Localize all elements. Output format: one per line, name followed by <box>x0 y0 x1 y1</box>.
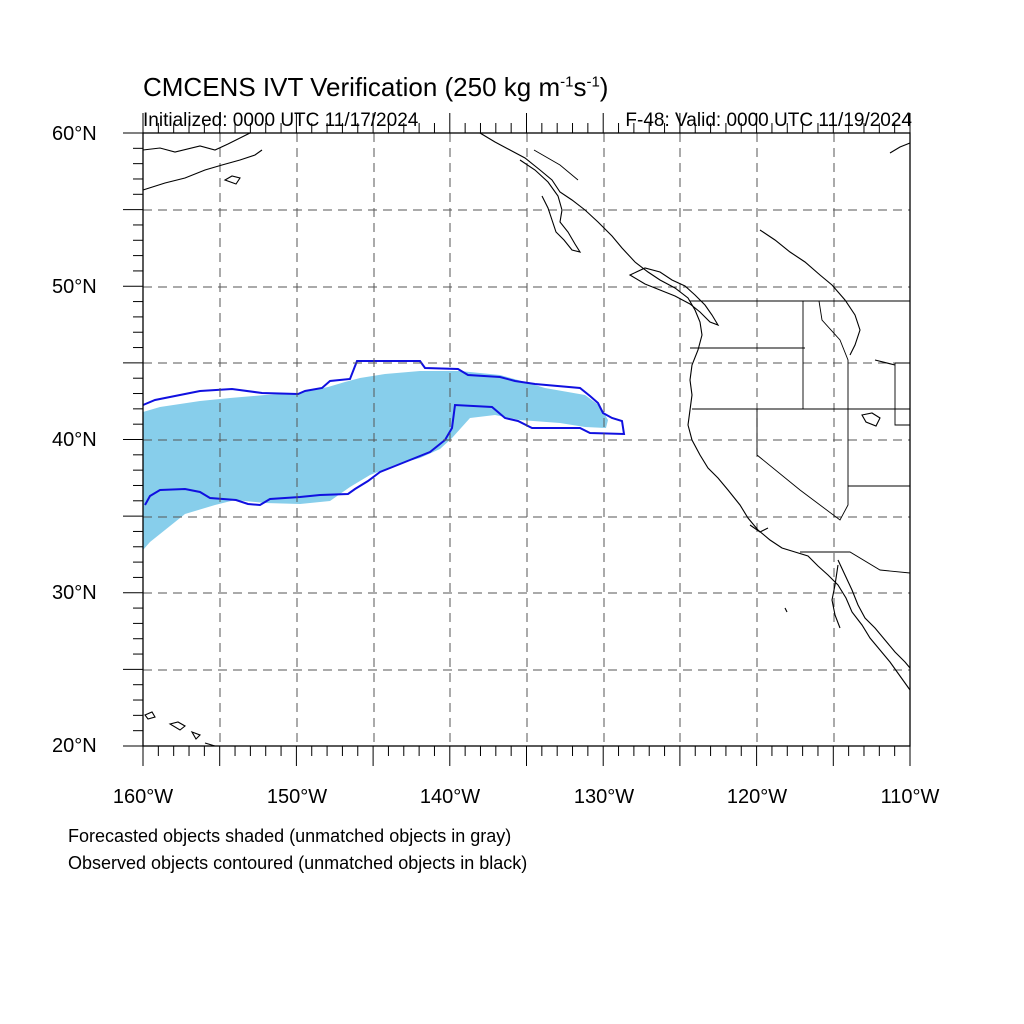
lon-label-160w: 160°W <box>112 786 174 808</box>
lat-label-20: 20°N <box>52 735 97 757</box>
footnote-observed: Observed objects contoured (unmatched ob… <box>68 853 528 873</box>
axis-ticks <box>123 113 911 766</box>
lon-label-120w: 120°W <box>726 786 788 808</box>
lat-label-30: 30°N <box>52 582 97 604</box>
political-borders <box>533 149 911 574</box>
map-title: CMCENS IVT Verification (250 kg m-1s-1) <box>143 72 609 102</box>
lon-label-140w: 140°W <box>419 786 481 808</box>
footnote-forecast: Forecasted objects shaded (unmatched obj… <box>68 826 512 846</box>
lon-label-130w: 130°W <box>573 786 635 808</box>
lat-label-50: 50°N <box>52 276 97 298</box>
lat-label-60: 60°N <box>52 123 97 145</box>
observed-object-contour <box>142 360 626 507</box>
forecast-object <box>143 371 608 550</box>
lat-label-40: 40°N <box>52 429 97 451</box>
initialized-time: Initialized: 0000 UTC 11/17/2024 <box>143 110 419 131</box>
lon-label-150w: 150°W <box>266 786 328 808</box>
valid-time: F-48: Valid: 0000 UTC 11/19/2024 <box>625 110 912 131</box>
lon-label-110w: 110°W <box>880 786 940 808</box>
